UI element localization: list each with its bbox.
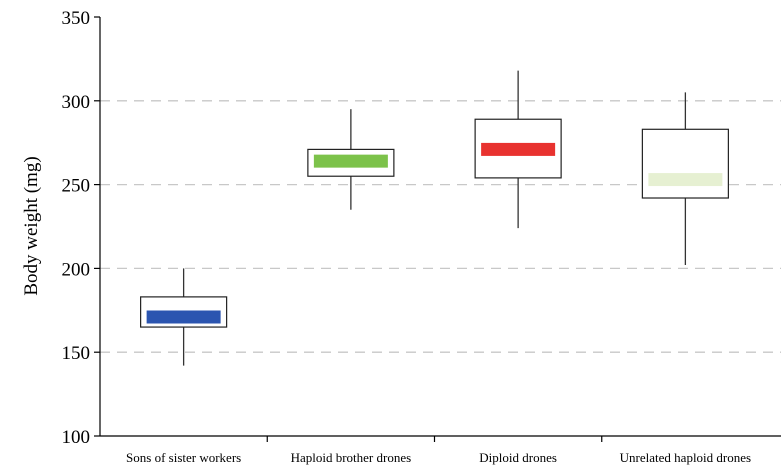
y-tick-label: 300 (62, 92, 91, 113)
x-tick-label: Unrelated haploid drones (620, 450, 751, 465)
y-ticks: 100 150 200 250 300 350 (62, 8, 100, 448)
x-tick-label: Haploid brother drones (291, 450, 412, 465)
boxes (140, 70, 729, 366)
box-3 (474, 70, 562, 229)
y-tick-label: 350 (62, 8, 91, 29)
axes (99, 17, 781, 437)
median-bar (648, 173, 723, 187)
median-bar (146, 310, 221, 324)
y-tick-label: 250 (62, 176, 91, 197)
x-tick-labels: Sons of sister workers Haploid brother dr… (126, 436, 751, 465)
y-tick-label: 200 (62, 259, 91, 280)
box-1 (140, 268, 228, 366)
median-bar (313, 154, 388, 168)
x-tick-label: Sons of sister workers (126, 450, 241, 465)
y-tick-label: 150 (62, 343, 91, 364)
iqr-box (641, 128, 729, 199)
box-2 (307, 109, 395, 210)
x-tick-label: Diploid drones (479, 450, 557, 465)
y-axis-title: Body weight (mg) (21, 156, 42, 295)
median-bar (481, 142, 556, 156)
y-tick-label: 100 (62, 427, 91, 448)
box-4 (641, 92, 729, 266)
